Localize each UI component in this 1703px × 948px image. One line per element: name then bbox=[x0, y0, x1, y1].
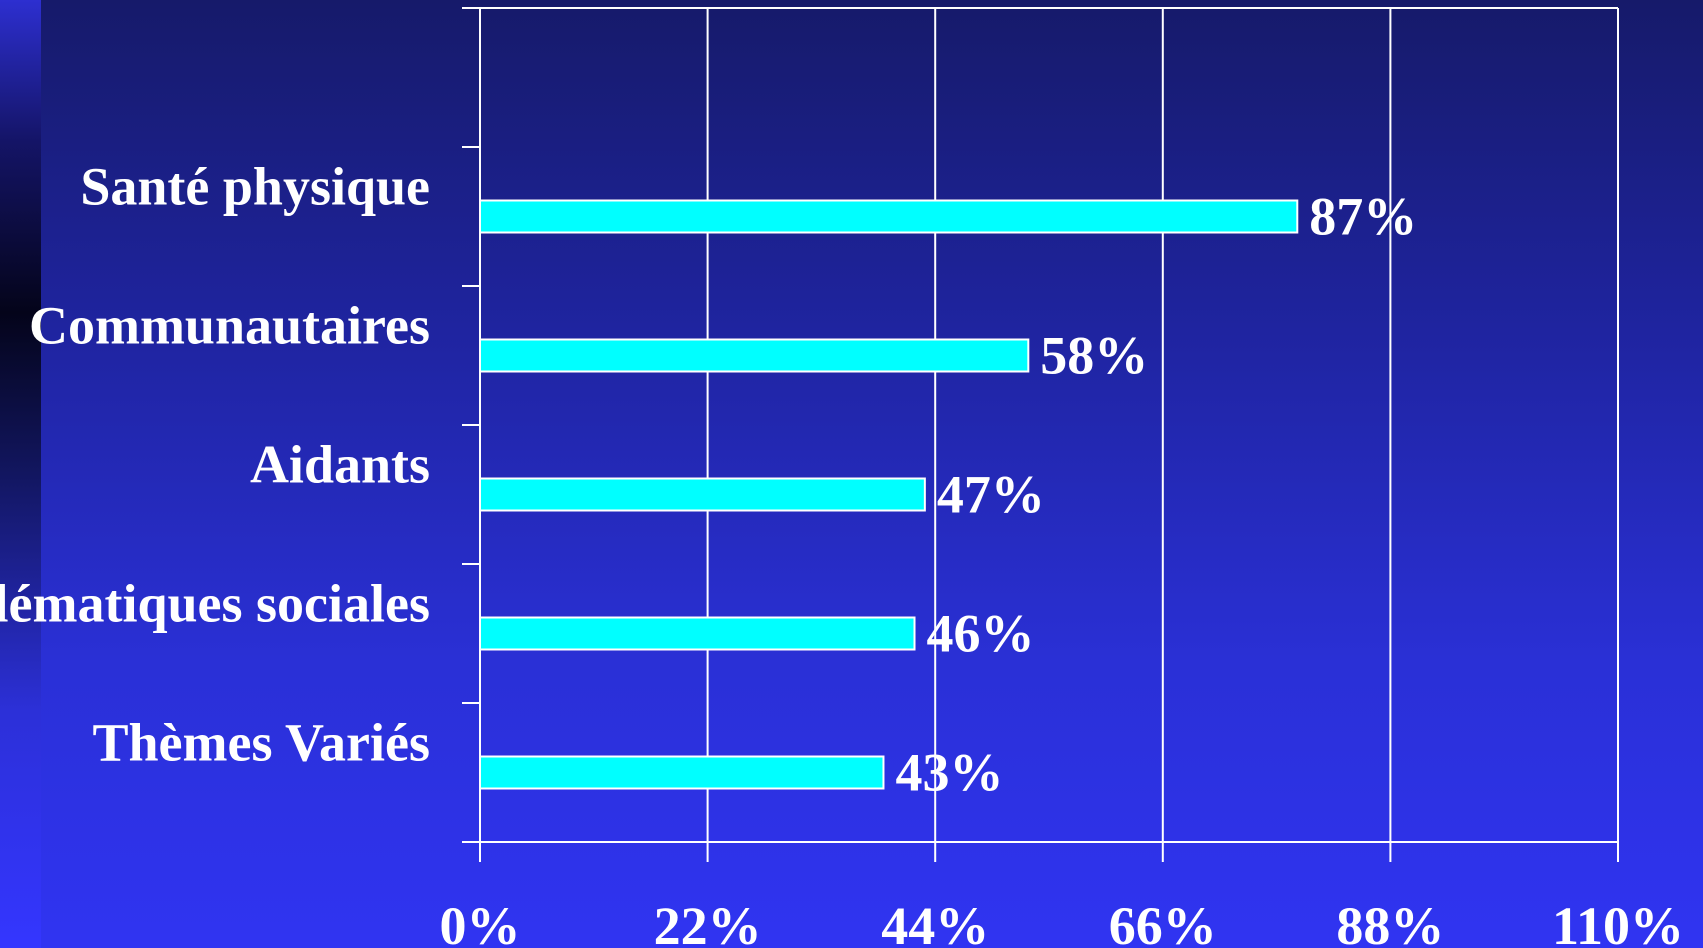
bar bbox=[479, 338, 1030, 373]
x-tick-label: 0% bbox=[440, 896, 521, 948]
category-label: Aidants bbox=[250, 435, 430, 495]
bar bbox=[479, 199, 1299, 234]
data-label: 47% bbox=[937, 465, 1045, 525]
category-label: Santé physique bbox=[80, 157, 430, 217]
category-label: Thèmes Variés bbox=[93, 713, 431, 773]
axes bbox=[462, 7, 1619, 862]
data-label: 87% bbox=[1309, 187, 1417, 247]
data-label: 58% bbox=[1040, 326, 1148, 386]
slide-left-strip bbox=[0, 0, 41, 948]
category-label: Problématiques sociales bbox=[0, 574, 430, 634]
data-label: 43% bbox=[895, 743, 1003, 803]
bar bbox=[479, 616, 916, 651]
data-label: 46% bbox=[927, 604, 1035, 664]
x-tick-label: 110% bbox=[1552, 896, 1684, 948]
bar bbox=[479, 755, 885, 790]
category-label: Communautaires bbox=[29, 296, 430, 356]
x-tick-label: 88% bbox=[1336, 896, 1444, 948]
x-tick-label: 22% bbox=[654, 896, 762, 948]
x-tick-label: 66% bbox=[1109, 896, 1217, 948]
bar bbox=[479, 477, 926, 512]
bars bbox=[479, 199, 1299, 790]
gridlines bbox=[479, 8, 1619, 842]
x-tick-label: 44% bbox=[881, 896, 989, 948]
labels: 0% 22% 44% 66% 88% 110% Santé physique 87% Commu… bbox=[0, 157, 1684, 948]
